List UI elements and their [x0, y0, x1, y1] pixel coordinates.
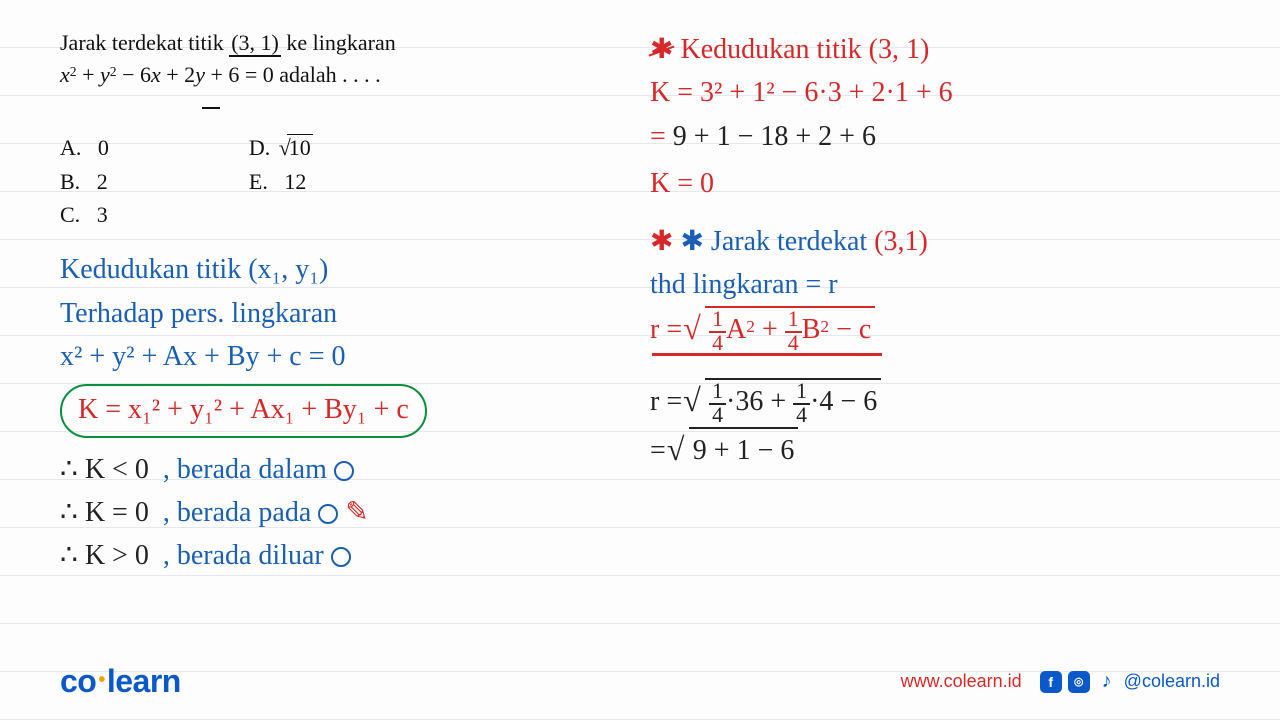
- rh-calc2: = 9 + 1 − 6: [650, 427, 1180, 472]
- social-icons: f ◎ ♪ @colearn.id: [1040, 671, 1220, 693]
- question-block: Jarak terdekat titik (3, 1) ke lingkaran…: [60, 28, 620, 230]
- q-equation: x2 + y2 − 6x + 2y + 6 = 0 adalah . . . .: [60, 60, 620, 90]
- cond-1: ∴ K < 0 , berada dalam: [60, 448, 620, 491]
- opt-b-val: 2: [97, 169, 108, 194]
- rh-formula-c: − c: [836, 314, 871, 345]
- rh-calc2-in: 9 + 1 − 6: [689, 427, 799, 472]
- opt-d-label: D.: [249, 135, 270, 160]
- cond-2: ∴ K = 0 , berada pada ✎: [60, 491, 620, 534]
- facebook-icon: f: [1040, 671, 1062, 693]
- rh-k2-b: − 18 + 2 + 6: [738, 121, 876, 152]
- rh-formula: r = 14A2 + 14B2 − c: [650, 306, 1180, 356]
- rh-k2-a: 9 + 1: [673, 121, 731, 152]
- k-formula-circled: K = x₁² + y₁² + Ax₁ + By₁ + c: [60, 384, 427, 437]
- tiktok-icon: ♪: [1096, 671, 1118, 693]
- opt-a-val: 0: [98, 135, 109, 160]
- opt-a-label: A.: [60, 135, 81, 160]
- rh-k2-eq: =: [650, 121, 673, 152]
- logo-co: co: [60, 663, 96, 699]
- handwriting-right: ✱ Kedudukan titik (3, 1) K = 3² + 1² − 6…: [620, 28, 1180, 578]
- opt-e-label: E.: [249, 169, 268, 194]
- opt-b-label: B.: [60, 169, 80, 194]
- opt-c-val: 3: [97, 202, 108, 227]
- hw-l2: Terhadap pers. lingkaran: [60, 292, 620, 335]
- footer-url: www.colearn.id: [901, 671, 1022, 692]
- rh-k1: K = 3² + 1² − 6·3 + 2·1 + 6: [650, 71, 1180, 114]
- q-text-2: ke lingkaran: [286, 30, 395, 55]
- rh-calc1: r = 14·36 + 14·4 − 6: [650, 378, 1180, 426]
- answer-options: A. 0 B. 2 C. 3 D. 10√ E. 12: [60, 133, 620, 230]
- cond-1-suf: , berada dalam: [156, 454, 354, 485]
- cond-2-suf: , berada pada ✎: [156, 497, 369, 528]
- cond-1-pre: ∴ K < 0: [60, 454, 149, 485]
- footer: co•learn www.colearn.id f ◎ ♪ @colearn.i…: [0, 663, 1280, 700]
- dash-mark: [202, 107, 220, 109]
- logo-learn: learn: [107, 663, 181, 699]
- brand-logo: co•learn: [60, 663, 181, 700]
- cond-2-pre: ∴ K = 0: [60, 497, 149, 528]
- q-text-1: Jarak terdekat titik: [60, 30, 229, 55]
- rh-h3: thd lingkaran = r: [650, 263, 1180, 306]
- instagram-icon: ◎: [1068, 671, 1090, 693]
- cond-3-suf: , berada diluar: [156, 540, 351, 571]
- rh-h2b: (3,1): [874, 226, 928, 257]
- hw-l3: x² + y² + Ax + By + c = 0: [60, 335, 620, 378]
- rh-k2: = 9 + 1 − 18 + 2 + 6: [650, 115, 1180, 158]
- q-point: (3, 1): [229, 30, 281, 57]
- cond-3: ∴ K > 0 , berada diluar: [60, 534, 620, 577]
- handwriting-left: Kedudukan titik (x₁, y₁) Terhadap pers. …: [60, 248, 620, 578]
- opt-c-label: C.: [60, 202, 80, 227]
- rh-h2a: ✱ Jarak terdekat: [680, 226, 867, 257]
- rh-h1: ✱ Kedudukan titik (3, 1): [650, 28, 1180, 71]
- hw-l4: K = x₁² + y₁² + Ax₁ + By₁ + c: [78, 394, 409, 425]
- opt-e-val: 12: [284, 169, 306, 194]
- logo-dot-icon: •: [96, 669, 107, 691]
- social-handle: @colearn.id: [1124, 671, 1220, 692]
- rh-h2: ✱ ✱ Jarak terdekat (3,1): [650, 220, 1180, 263]
- hw-l1: Kedudukan titik (x₁, y₁): [60, 248, 620, 291]
- rh-k3: K = 0: [650, 162, 1180, 205]
- cond-3-pre: ∴ K > 0: [60, 540, 149, 571]
